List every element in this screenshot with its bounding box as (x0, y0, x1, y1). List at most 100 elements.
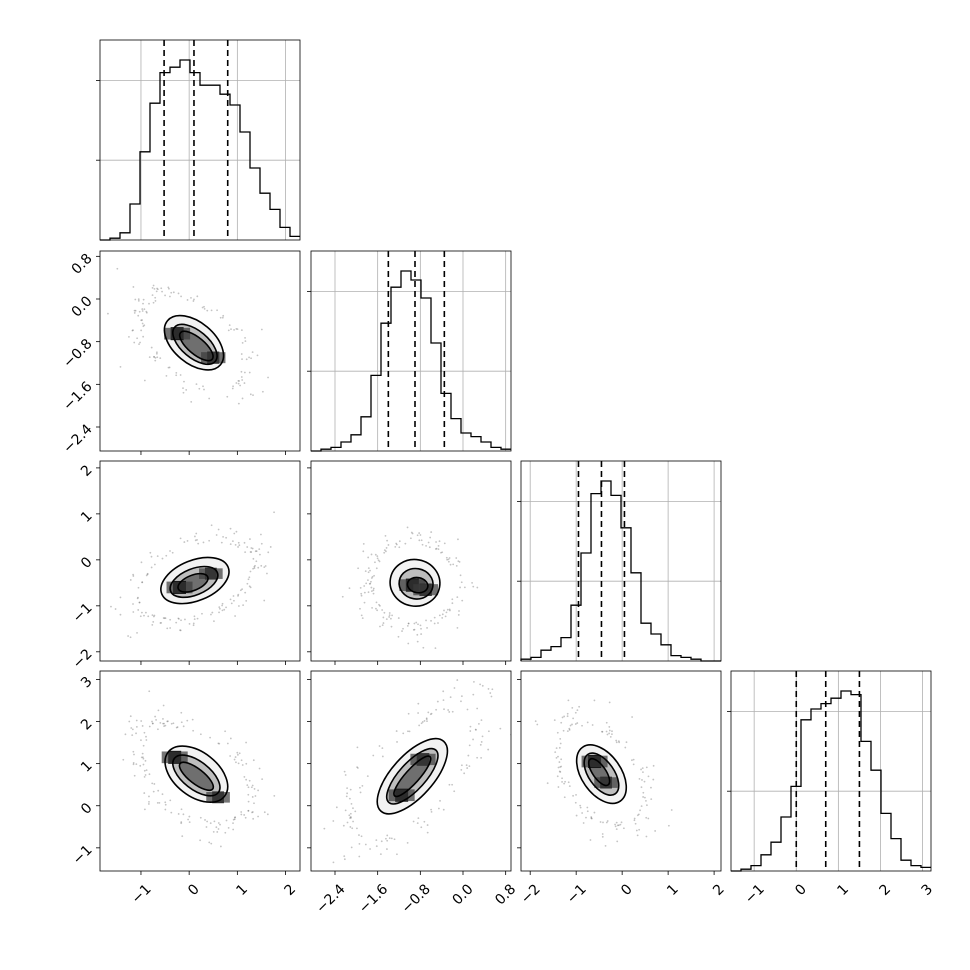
scatter-point (457, 538, 459, 541)
scatter-point (246, 784, 249, 787)
scatter-point (433, 616, 436, 619)
y-tick-label: −1.6 (60, 379, 95, 414)
scatter-point (225, 819, 228, 822)
scatter-point (363, 601, 366, 604)
scatter-point (219, 316, 222, 319)
scatter-point (381, 609, 384, 611)
scatter-point (633, 819, 636, 822)
scatter-point (640, 786, 643, 789)
scatter-point (107, 312, 109, 315)
scatter-point (614, 823, 616, 826)
scatter-point (342, 824, 345, 827)
scatter-point (133, 309, 136, 312)
scatter-point (203, 388, 205, 391)
scatter-point (210, 309, 213, 312)
scatter-point (199, 733, 202, 736)
scatter-point (442, 699, 445, 702)
scatter-point (385, 837, 387, 840)
scatter-point (416, 534, 419, 537)
scatter-point (135, 719, 138, 722)
scatter-point (150, 555, 153, 558)
scatter-point (605, 721, 608, 724)
scatter-point (349, 826, 352, 828)
scatter-point (238, 605, 240, 607)
scatter-point (143, 808, 146, 811)
scatter-point (445, 556, 448, 559)
scatter-point (225, 536, 228, 539)
scatter-point (264, 565, 267, 567)
scatter-point (140, 319, 143, 322)
scatter-point (611, 730, 613, 733)
scatter-point (194, 535, 196, 538)
scatter-point (145, 769, 148, 772)
scatter-point (358, 842, 361, 845)
scatter-point (238, 544, 241, 547)
scatter-point (647, 817, 650, 820)
scatter-point (385, 618, 388, 620)
scatter-point (448, 557, 451, 559)
scatter-point (427, 541, 430, 544)
scatter-point (143, 379, 146, 382)
scatter-point (161, 557, 164, 560)
scatter-point (245, 762, 248, 765)
scatter-point (250, 786, 253, 789)
scatter-point (260, 533, 262, 536)
scatter-point (144, 611, 147, 614)
scatter-point (186, 299, 189, 301)
scatter-point (606, 820, 609, 822)
scatter-point (554, 751, 557, 754)
scatter-point (179, 537, 182, 540)
scatter-point (560, 758, 563, 761)
scatter-point (574, 723, 577, 725)
scatter-point (379, 853, 382, 856)
scatter-point (250, 357, 252, 360)
scatter-point (243, 371, 246, 374)
scatter-point (487, 688, 490, 690)
x-tick-label: −1 (129, 881, 155, 907)
scatter-point (349, 788, 352, 791)
scatter-point (349, 816, 352, 818)
scatter-point (471, 581, 473, 584)
axes-frame (310, 460, 512, 662)
scatter-point (448, 608, 451, 611)
scatter-point (232, 595, 235, 597)
scatter-point (152, 790, 155, 793)
scatter-point (154, 715, 157, 718)
scatter-point (243, 814, 246, 816)
scatter-point (590, 817, 593, 820)
scatter-point (161, 793, 164, 796)
scatter-point (177, 617, 180, 620)
scatter-point (243, 541, 246, 544)
scatter-point (608, 729, 611, 732)
scatter-point (438, 540, 441, 543)
scatter-point (360, 614, 363, 617)
scatter-point (373, 574, 375, 577)
scatter-point (263, 566, 266, 569)
scatter-point (618, 741, 621, 744)
scatter-point (375, 607, 377, 610)
scatter-point (145, 311, 148, 314)
scatter-point (148, 356, 151, 359)
scatter-point (460, 768, 463, 771)
scatter-point (132, 761, 135, 764)
scatter-point (180, 721, 183, 724)
scatter-point (460, 695, 463, 698)
scatter-point (133, 753, 135, 756)
scatter-point (241, 397, 244, 400)
scatter-point (266, 572, 268, 575)
scatter-point (247, 809, 250, 812)
scatter-point (131, 728, 134, 731)
scatter-point (244, 336, 246, 339)
scatter-point (230, 602, 233, 605)
scatter-point (366, 775, 369, 777)
scatter-point (397, 617, 400, 619)
scatter-point (151, 286, 154, 289)
scatter-point (370, 586, 373, 589)
scatter-point (421, 721, 424, 723)
scatter-point (356, 766, 358, 769)
axes-frame (310, 250, 512, 452)
scatter-point (571, 723, 573, 726)
x-tick-label: 1 (834, 881, 852, 899)
scatter-point (561, 777, 563, 780)
scatter-point (379, 625, 381, 628)
